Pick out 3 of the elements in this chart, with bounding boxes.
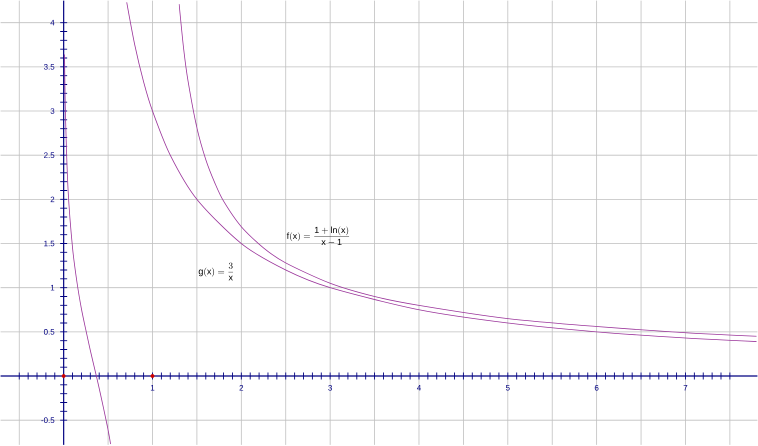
annotation: $\mathrm{f(x)} = \frac{\mathrm{1+ln(x)}}{\mathrm{x-1}}$ [286, 226, 350, 246]
line-series [64, 54, 111, 445]
annotation: $\mathrm{g(x)} = \frac{3}{\mathrm{x}}$ [198, 262, 234, 281]
